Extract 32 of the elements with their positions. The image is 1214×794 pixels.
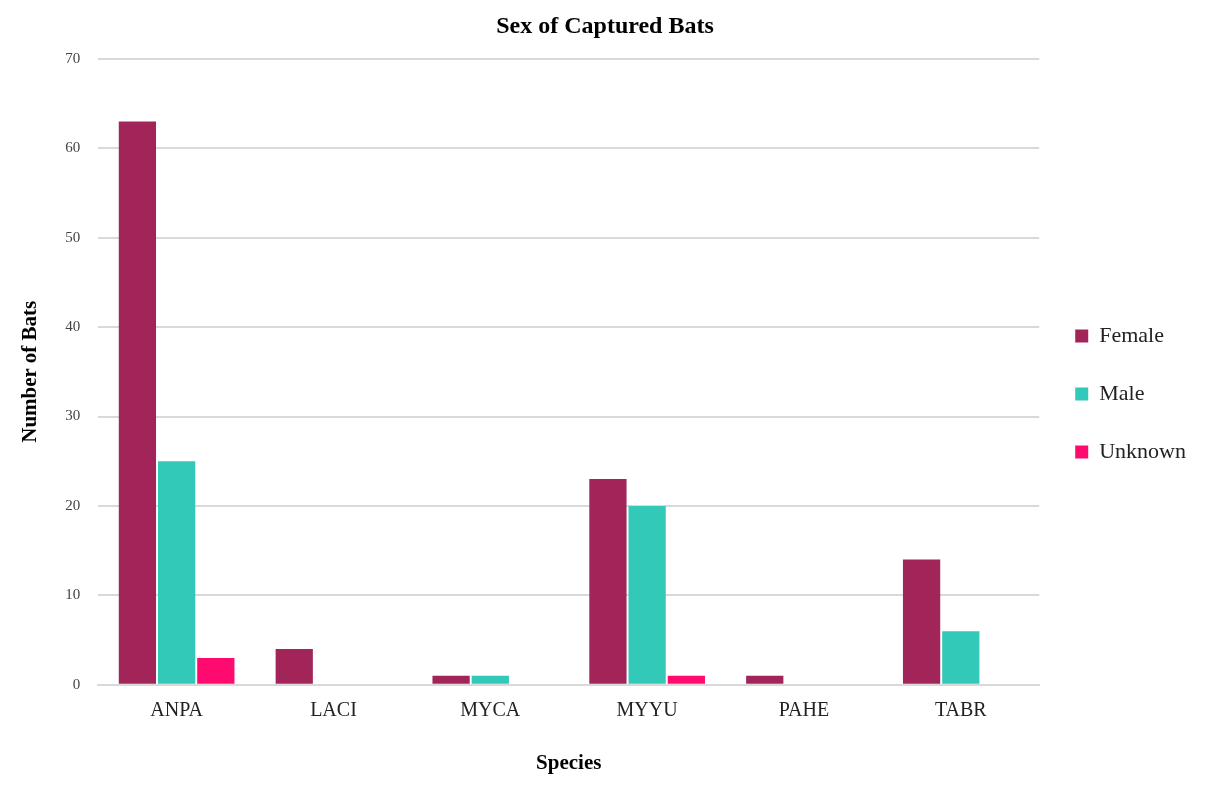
y-tick-label: 20 bbox=[65, 496, 81, 513]
x-axis-title: Species bbox=[536, 749, 602, 774]
y-tick-label: 40 bbox=[65, 318, 81, 335]
bar bbox=[589, 479, 627, 684]
legend-label: Female bbox=[1099, 321, 1164, 347]
y-tick-label: 10 bbox=[65, 586, 81, 603]
x-tick-label: ANPA bbox=[150, 698, 204, 721]
y-tick-label: 60 bbox=[65, 139, 81, 156]
legend-label: Unknown bbox=[1099, 437, 1187, 463]
bar bbox=[628, 505, 666, 684]
x-tick-label: MYCA bbox=[460, 698, 521, 721]
y-tick-label: 70 bbox=[65, 49, 81, 66]
bar bbox=[942, 631, 980, 684]
y-tick-label: 0 bbox=[72, 675, 81, 692]
bar bbox=[746, 675, 784, 684]
bar bbox=[157, 461, 196, 684]
chart-title: Sex of Captured Bats bbox=[496, 11, 714, 38]
y-tick-label: 50 bbox=[65, 228, 81, 245]
x-tick-label: PAHE bbox=[778, 698, 830, 721]
x-tick-label: MYYU bbox=[616, 698, 679, 721]
bar bbox=[275, 649, 313, 684]
x-tick-label: TABR bbox=[934, 698, 988, 721]
y-axis-title: Number of Bats bbox=[17, 300, 42, 443]
bar bbox=[118, 121, 157, 684]
bar bbox=[902, 559, 941, 684]
bar bbox=[667, 675, 705, 684]
y-tick-label: 30 bbox=[65, 407, 81, 424]
bar bbox=[197, 657, 235, 684]
bar bbox=[471, 675, 509, 684]
bar bbox=[432, 675, 470, 684]
legend-label: Male bbox=[1099, 379, 1145, 405]
x-tick-label: LACI bbox=[310, 698, 357, 721]
